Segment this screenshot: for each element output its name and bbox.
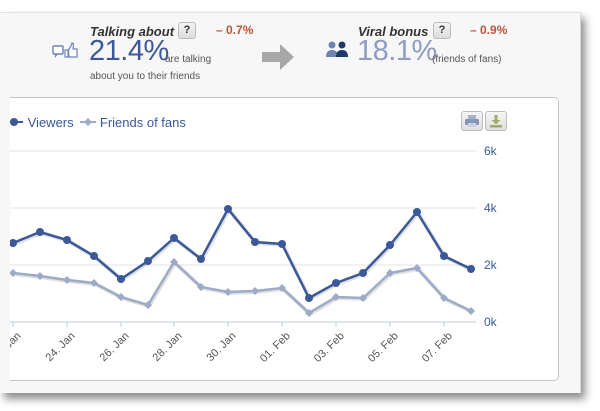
- print-button[interactable]: [461, 111, 483, 131]
- viral-bonus-delta: – 0.9%: [470, 23, 508, 37]
- talking-about-title: Talking about: [90, 24, 175, 39]
- series-friends-of-fans: [9, 258, 475, 317]
- x-axis-ticks: [12, 322, 445, 327]
- chart-container: [10, 97, 559, 381]
- viral-bonus-desc: (friends of fans): [432, 54, 502, 65]
- talking-about-value: 21.4%: [89, 35, 169, 67]
- chart-legend: Viewers Friends of fans: [10, 115, 186, 130]
- viral-bonus-value: 18.1%: [357, 35, 437, 67]
- y-tick-2k: 2k: [484, 258, 497, 272]
- legend-item-viewers[interactable]: Viewers: [10, 115, 74, 130]
- talking-about-desc-line2: about you to their friends: [90, 71, 201, 82]
- y-tick-4k: 4k: [484, 201, 497, 215]
- friends-marker-icon: [80, 118, 97, 126]
- legend-friends-label: Friends of fans: [99, 115, 186, 130]
- viral-bonus-help-button[interactable]: ?: [433, 22, 451, 39]
- download-icon: [490, 115, 502, 128]
- talking-about-desc-line1: are talking: [165, 54, 212, 65]
- viral-bonus-title: Viral bonus: [358, 24, 429, 39]
- left-edge-mask: [0, 97, 10, 387]
- legend-item-friends-of-fans[interactable]: Friends of fans: [80, 115, 186, 130]
- legend-viewers-label: Viewers: [27, 115, 74, 130]
- series-viewers: [9, 205, 475, 302]
- talking-about-help-button[interactable]: ?: [178, 22, 196, 39]
- y-tick-6k: 6k: [484, 144, 497, 158]
- download-button[interactable]: [485, 111, 507, 131]
- gridlines: [10, 150, 476, 266]
- printer-icon: [465, 115, 479, 127]
- viewers-marker-icon: [10, 118, 23, 126]
- y-tick-0k: 0k: [484, 315, 497, 329]
- talking-about-delta: – 0.7%: [216, 23, 254, 37]
